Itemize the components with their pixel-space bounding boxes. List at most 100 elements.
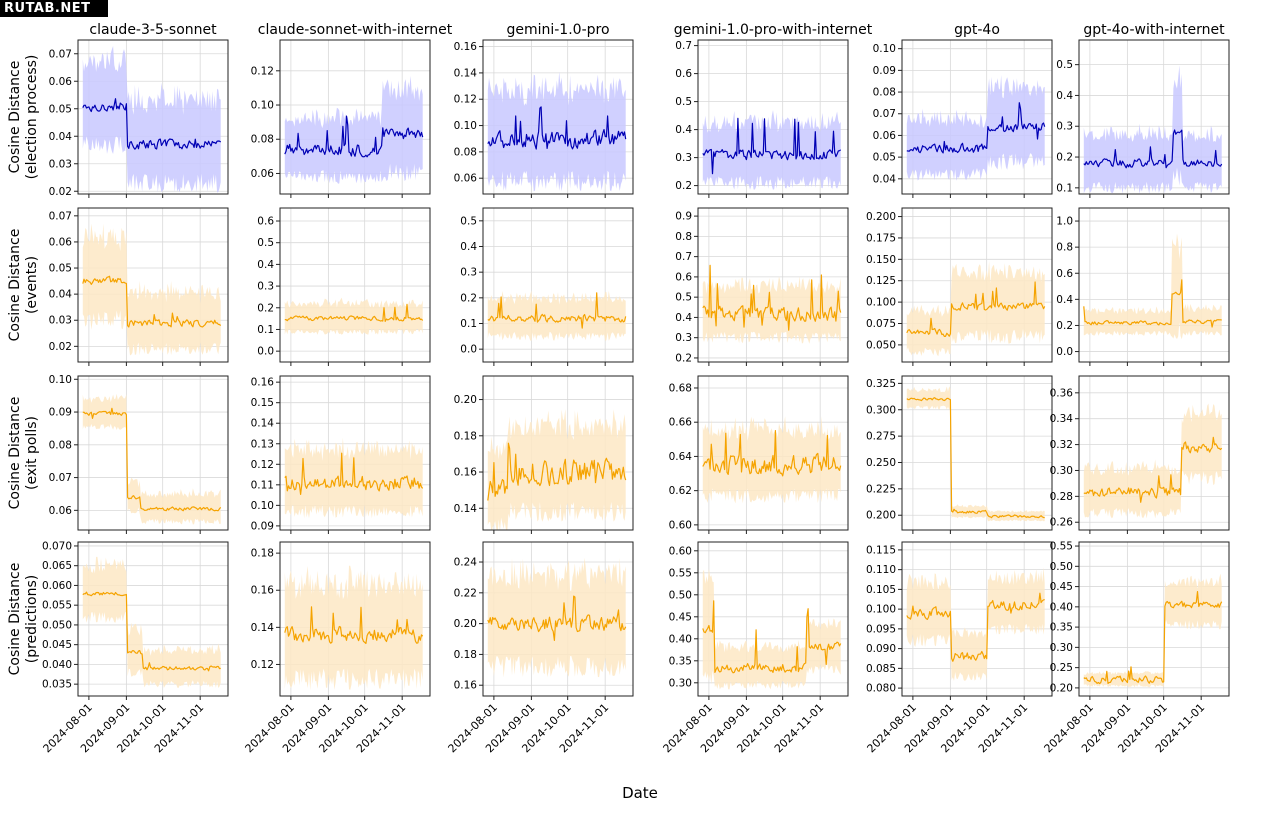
panel-frame bbox=[482, 541, 634, 697]
panel-exit-polls-claude-sonnet-with-internet: 0.09 0.10 0.11 0.12 0.13 0.14 0.15 0.16 bbox=[251, 375, 431, 534]
panel-election-process-gemini-1.0-pro-with-internet: 0.2 0.3 0.4 0.5 0.6 0.7 bbox=[675, 39, 849, 198]
y-tick-label: 0.105 bbox=[866, 584, 896, 596]
series-line bbox=[487, 106, 627, 150]
y-tick-label: 0.3 bbox=[675, 332, 692, 344]
y-tick-label: 0.07 bbox=[873, 108, 896, 120]
panel-frame bbox=[901, 375, 1053, 531]
y-tick-label: 0.325 bbox=[866, 378, 896, 390]
y-tick-label: 0.45 bbox=[669, 611, 692, 623]
y-tick-label: 0.04 bbox=[873, 173, 897, 185]
y-tick-label: 0.06 bbox=[873, 130, 897, 142]
chart-panels: claude-3-5-sonnet claude-sonnet-with-inte… bbox=[41, 22, 1230, 755]
y-tick-label: 0.35 bbox=[1050, 622, 1073, 634]
panel-events-gpt-4o: 0.050 0.075 0.100 0.125 0.150 0.175 0.200 bbox=[866, 207, 1053, 366]
y-tick-label: 0.14 bbox=[454, 67, 478, 79]
panel-frame bbox=[482, 39, 634, 195]
series-line bbox=[702, 264, 842, 331]
panel-frame bbox=[1078, 207, 1230, 363]
series-line bbox=[702, 600, 842, 674]
series-line bbox=[1083, 129, 1223, 169]
y-tick-label: 0.9 bbox=[675, 211, 692, 223]
y-tick-label: 0.12 bbox=[251, 659, 274, 671]
panel-frame bbox=[1078, 375, 1230, 531]
y-tick-label: 0.08 bbox=[49, 439, 72, 451]
y-tick-label: 0.06 bbox=[251, 168, 275, 180]
watermark-logo: RUTAB.NET bbox=[0, 0, 108, 17]
series-line bbox=[1083, 279, 1222, 328]
y-tick-label: 0.250 bbox=[866, 457, 896, 469]
y-tick-label: 0.6 bbox=[257, 216, 274, 228]
y-tick-label: 0.2 bbox=[1056, 152, 1073, 164]
y-tick-label: 0.34 bbox=[1050, 413, 1074, 425]
panel-frame bbox=[901, 207, 1053, 363]
y-tick-label: 0.2 bbox=[675, 352, 692, 364]
row-label-2: Cosine Distance (exit polls) bbox=[7, 397, 40, 510]
y-tick-label: 0.0 bbox=[257, 346, 274, 358]
row-label-line: Cosine Distance bbox=[7, 563, 23, 676]
y-tick-label: 0.1 bbox=[1056, 182, 1073, 194]
series-band bbox=[906, 567, 1045, 681]
y-tick-label: 0.16 bbox=[251, 377, 275, 389]
y-tick-label: 0.05 bbox=[873, 152, 896, 164]
y-tick-label: 0.30 bbox=[1050, 465, 1073, 477]
model-title-2: gemini-1.0-pro bbox=[506, 22, 609, 38]
series-line bbox=[906, 592, 1045, 662]
y-tick-label: 0.20 bbox=[454, 394, 477, 406]
series-line bbox=[284, 452, 424, 495]
y-tick-label: 0.02 bbox=[49, 341, 72, 353]
y-tick-label: 0.6 bbox=[675, 271, 692, 283]
y-tick-label: 0.5 bbox=[675, 96, 692, 108]
y-tick-label: 0.06 bbox=[454, 173, 478, 185]
y-tick-label: 0.08 bbox=[454, 146, 477, 158]
row-label-0: Cosine Distance (election process) bbox=[7, 55, 40, 180]
y-tick-label: 0.20 bbox=[1050, 682, 1073, 694]
y-tick-label: 0.36 bbox=[1050, 387, 1074, 399]
series-line bbox=[284, 606, 424, 645]
series-line bbox=[906, 102, 1046, 154]
y-tick-label: 0.5 bbox=[460, 215, 477, 227]
y-tick-label: 0.5 bbox=[257, 237, 274, 249]
y-tick-label: 0.10 bbox=[49, 374, 72, 386]
series-line bbox=[906, 281, 1046, 337]
y-tick-label: 0.03 bbox=[49, 315, 72, 327]
y-tick-label: 0.4 bbox=[257, 259, 274, 271]
y-tick-label: 0.8 bbox=[1056, 242, 1073, 254]
model-title-5: gpt-4o-with-internet bbox=[1083, 22, 1225, 38]
y-tick-label: 0.8 bbox=[675, 231, 692, 243]
row-label-line: Cosine Distance bbox=[7, 397, 23, 510]
panel-frame bbox=[697, 207, 849, 363]
series-line bbox=[1083, 436, 1223, 503]
y-tick-label: 0.20 bbox=[454, 618, 477, 630]
panel-frame bbox=[901, 541, 1053, 697]
y-tick-label: 0.4 bbox=[675, 124, 692, 136]
panel-frame bbox=[279, 207, 431, 363]
y-tick-label: 0.60 bbox=[669, 519, 692, 531]
panel-predictions-gpt-4o-with-internet: 0.200.250.300.350.400.450.500.552024-08-… bbox=[1042, 541, 1230, 755]
y-tick-label: 0.05 bbox=[49, 103, 72, 115]
y-tick-label: 0.60 bbox=[669, 545, 692, 557]
panel-predictions-gemini-1.0-pro: 0.160.180.200.220.242024-08-012024-09-01… bbox=[446, 541, 634, 755]
y-tick-label: 0.02 bbox=[49, 186, 72, 198]
panel-predictions-claude-3-5-sonnet: 0.035 0.040 0.045 0.050 0.055 0.060 0.065 0.070… bbox=[41, 540, 229, 755]
y-tick-label: 0.075 bbox=[866, 318, 896, 330]
row-label-line: Cosine Distance bbox=[7, 61, 23, 174]
panel-frame bbox=[77, 207, 229, 363]
y-tick-label: 0.10 bbox=[251, 500, 274, 512]
series-band bbox=[284, 565, 423, 691]
y-tick-label: 0.30 bbox=[669, 677, 692, 689]
y-tick-label: 0.050 bbox=[866, 339, 896, 351]
y-tick-label: 0.22 bbox=[454, 587, 477, 599]
model-title-4: gpt-4o bbox=[954, 22, 1000, 38]
y-tick-label: 0.08 bbox=[873, 87, 896, 99]
panel-frame bbox=[77, 375, 229, 531]
series-line bbox=[82, 591, 221, 672]
series-band bbox=[284, 75, 423, 184]
row-label-1: Cosine Distance (events) bbox=[7, 229, 40, 342]
y-tick-label: 0.3 bbox=[675, 152, 692, 164]
series-band bbox=[82, 46, 221, 193]
y-tick-label: 0.040 bbox=[42, 659, 72, 671]
panel-election-process-gemini-1.0-pro: 0.06 0.08 0.10 0.12 0.14 0.16 bbox=[454, 39, 634, 198]
y-tick-label: 0.55 bbox=[1050, 541, 1073, 553]
y-tick-label: 0.125 bbox=[866, 275, 896, 287]
y-tick-label: 0.16 bbox=[454, 467, 478, 479]
